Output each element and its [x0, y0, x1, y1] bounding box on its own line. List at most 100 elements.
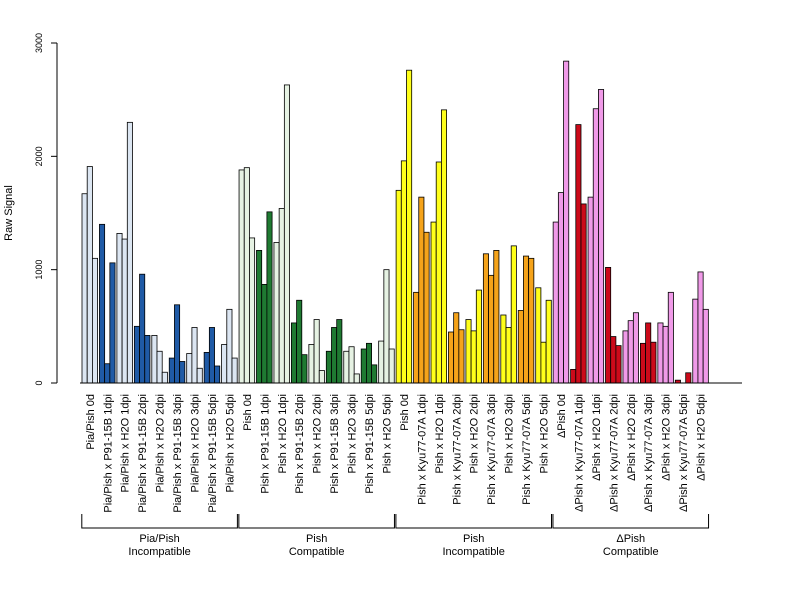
bar [133, 325, 140, 384]
bar [156, 350, 163, 384]
bar [482, 253, 489, 384]
category-label: ΔPish x Kyu77-07A 1dpi [573, 394, 585, 512]
bar [640, 342, 647, 384]
bar [610, 336, 617, 384]
bar [308, 344, 315, 384]
bar [203, 351, 210, 384]
bar [214, 365, 221, 384]
group-label-line1: ΔPish [616, 533, 645, 545]
bar [627, 320, 634, 384]
bar [126, 121, 133, 384]
category-label: Pish x H2O 5dpi [381, 394, 393, 473]
y-axis-title: Raw Signal [3, 185, 15, 241]
bar [493, 249, 500, 384]
bar [388, 348, 395, 384]
bar [383, 269, 390, 384]
bar [505, 327, 512, 384]
bar [458, 329, 465, 384]
bar [465, 319, 472, 384]
bar [371, 364, 378, 384]
bar [697, 271, 704, 384]
category-label: ΔPish x H2O 2dpi [626, 394, 638, 481]
bar [256, 249, 263, 384]
category-label: Pish x Kyu77-07A 1dpi [416, 394, 428, 505]
bar [535, 287, 542, 384]
category-label: Pia/Pish x H2O 3dpi [190, 394, 202, 492]
bar [238, 169, 245, 384]
bar [121, 238, 128, 384]
category-label: Pish x Kyu77-07A 2dpi [451, 394, 463, 505]
category-label: Pish x Kyu77-07A 5dpi [521, 394, 533, 505]
bar [400, 160, 407, 384]
category-label: Pia/Pish x H2O 2dpi [155, 394, 167, 492]
bar [615, 345, 622, 384]
category-label: ΔPish x Kyu77-07A 3dpi [643, 394, 655, 512]
bar [144, 334, 151, 384]
y-tick-label: 0 [34, 380, 44, 385]
category-label: ΔPish x Kyu77-07A 2dpi [608, 394, 620, 512]
category-label: Pish x P91-15B 5dpi [364, 394, 376, 494]
bar [470, 330, 477, 384]
bar [517, 310, 524, 384]
bar [540, 341, 547, 384]
bar [365, 342, 372, 384]
bar [261, 283, 268, 384]
bar [196, 367, 203, 384]
bar [278, 208, 285, 384]
bar [92, 257, 99, 384]
bar [657, 322, 664, 384]
group-bracket [81, 514, 238, 529]
bar [221, 344, 228, 384]
bar [475, 289, 482, 384]
category-label: ΔPish x H2O 5dpi [696, 394, 708, 481]
bar [266, 211, 273, 384]
y-tick-label: 1000 [34, 260, 44, 280]
bar [151, 334, 158, 384]
bar [453, 312, 460, 384]
group-bracket [395, 514, 552, 529]
bar [313, 319, 320, 384]
bar [418, 196, 425, 384]
bar [116, 232, 123, 384]
category-label: Pia/Pish x P91-15B 3dpi [172, 394, 184, 513]
bar [580, 203, 587, 384]
bar [249, 237, 256, 384]
bar [622, 330, 629, 384]
bar [226, 308, 233, 384]
bar [435, 161, 442, 384]
category-label: ΔPish x H2O 1dpi [591, 394, 603, 481]
bar [168, 357, 175, 384]
category-label: Pia/Pish x P91-15B 5dpi [207, 394, 219, 513]
bar [692, 298, 699, 384]
bars-layer [81, 60, 709, 384]
bar [632, 312, 639, 384]
category-label: Pish 0d [399, 394, 411, 431]
group-bracket [552, 514, 710, 529]
category-label: Pish x P91-15B 3dpi [329, 394, 341, 494]
bar [395, 189, 402, 384]
bar [174, 304, 181, 384]
bar [378, 340, 385, 384]
bar [587, 196, 594, 384]
bar [325, 350, 332, 384]
bar [301, 354, 308, 384]
bar [208, 327, 215, 384]
group-label-line2: Incompatible [128, 546, 190, 558]
bar [161, 371, 168, 384]
bar [290, 322, 297, 384]
bar [563, 60, 570, 384]
category-label: Pish 0d [242, 394, 254, 431]
bar [318, 370, 325, 384]
bar [523, 255, 530, 384]
bar [575, 124, 582, 384]
group-label-line1: Pia/Pish [139, 533, 179, 545]
bar [99, 223, 106, 384]
bar [186, 353, 193, 384]
bar [685, 372, 692, 384]
category-label: ΔPish x H2O 3dpi [661, 394, 673, 481]
bar [557, 192, 564, 384]
category-label: Pish x P91-15B 1dpi [259, 394, 271, 494]
category-label: Pia/Pish x H2O 1dpi [120, 394, 132, 492]
